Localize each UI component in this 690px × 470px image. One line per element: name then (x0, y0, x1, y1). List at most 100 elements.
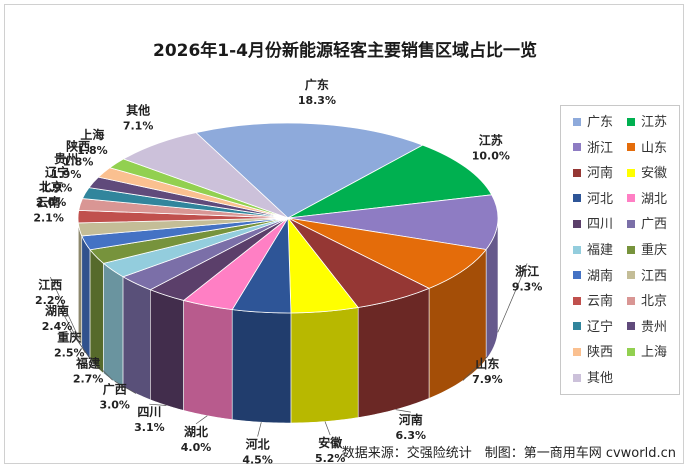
data-label-name: 江苏 (479, 132, 503, 147)
legend-label: 河北 (587, 191, 614, 207)
data-label-浙江: 浙江 9.3% (497, 263, 542, 333)
data-label-value: 5.2% (315, 452, 346, 465)
data-label-value: 2.5% (54, 347, 85, 360)
legend-swatch (627, 168, 635, 177)
legend-swatch (573, 347, 581, 356)
data-label-name: 河北 (245, 437, 270, 452)
chart-frame (4, 4, 684, 464)
chart-title: 2026年1-4月份新能源轻客主要销售区域占比一览 (152, 41, 538, 61)
slice-广东 (195, 122, 424, 219)
legend-item-北京: 北京 (627, 293, 667, 311)
data-label-广西: 广西 3.0% (99, 380, 137, 411)
data-label-name: 福建 (75, 356, 101, 371)
slice-side-河南 (357, 287, 430, 418)
legend-swatch (573, 245, 581, 254)
data-label-四川: 四川 3.1% (134, 403, 167, 434)
data-label-江苏: 江苏 10.0% (472, 132, 510, 162)
data-label-上海: 上海 1.8% (77, 127, 108, 157)
data-label-name: 湖南 (45, 303, 69, 318)
data-label-湖北: 湖北 4.0% (181, 415, 211, 454)
data-label-name: 上海 (80, 127, 104, 142)
legend-label: 四川 (587, 217, 614, 233)
legend-item-浙江: 浙江 (573, 140, 613, 158)
leader-line (149, 403, 167, 406)
legend-label: 陕西 (587, 345, 614, 361)
data-label-云南: 云南 2.1% (33, 194, 64, 224)
legend-label: 安徽 (641, 166, 668, 182)
slice-side-河北 (231, 309, 292, 424)
legend-item-广东: 广东 (573, 114, 613, 132)
legend-swatch (573, 219, 581, 228)
legend-label: 广东 (587, 115, 614, 130)
legend-label: 福建 (587, 243, 614, 258)
data-label-name: 重庆 (57, 330, 81, 345)
data-label-重庆: 重庆 2.5% (54, 329, 97, 367)
data-label-name: 浙江 (515, 263, 539, 278)
legend-item-辽宁: 辽宁 (573, 319, 613, 337)
data-label-陕西: 陕西 1.8% (63, 139, 94, 169)
legend-item-河北: 河北 (573, 191, 613, 209)
legend-item-江苏: 江苏 (627, 114, 667, 132)
legend-swatch (627, 117, 635, 126)
data-label-value: 6.3% (396, 429, 427, 442)
legend-label: 湖北 (641, 191, 668, 207)
data-label-name: 山东 (475, 356, 499, 371)
data-label-河北: 河北 4.5% (242, 422, 273, 467)
legend-swatch (573, 296, 581, 305)
data-label-value: 1.9% (42, 182, 73, 195)
legend-item-四川: 四川 (573, 216, 613, 234)
legend-label: 山东 (641, 140, 668, 156)
data-label-value: 1.8% (77, 144, 108, 157)
data-label-贵州: 贵州 1.9% (51, 151, 82, 181)
legend-swatch (573, 168, 581, 177)
legend-swatch (627, 219, 635, 228)
data-label-广东: 广东 18.3% (298, 77, 336, 107)
data-label-其他: 其他 7.1% (123, 103, 154, 133)
slice-side-重庆 (89, 248, 104, 375)
legend-label: 上海 (641, 345, 668, 361)
leader-line (114, 380, 137, 394)
data-label-value: 7.1% (123, 120, 154, 133)
legend-swatch (573, 322, 581, 331)
legend-item-江西: 江西 (627, 268, 667, 286)
data-label-辽宁: 辽宁 1.9% (42, 165, 73, 195)
data-label-value: 2.0% (36, 196, 67, 209)
slice-side-安徽 (290, 307, 359, 424)
data-label-value: 10.0% (472, 149, 510, 162)
data-label-value: 4.5% (242, 454, 273, 467)
data-label-value: 18.3% (298, 94, 336, 107)
legend-item-安徽: 安徽 (627, 165, 667, 183)
data-label-安徽: 安徽 5.2% (315, 421, 346, 465)
legend-item-河南: 河南 (573, 165, 613, 183)
legend-label: 广西 (641, 217, 668, 233)
leader-line (462, 355, 488, 381)
leader-line (49, 276, 80, 340)
leader-line (395, 409, 411, 413)
legend-label: 重庆 (641, 243, 668, 258)
data-label-name: 辽宁 (45, 165, 69, 180)
data-source-note: 数据来源：交强险统计 制图：第一商用车网 cvworld.cn (341, 446, 676, 461)
data-label-value: 7.9% (472, 373, 503, 386)
leader-line (56, 302, 86, 354)
legend-item-云南: 云南 (573, 293, 613, 311)
legend-swatch (573, 117, 581, 126)
legend-item-广西: 广西 (627, 216, 667, 234)
data-label-name: 广东 (305, 77, 329, 92)
leader-line (87, 355, 113, 381)
legend-label: 北京 (641, 294, 668, 310)
legend-label: 河南 (587, 166, 614, 182)
data-label-name: 江西 (38, 277, 62, 292)
data-label-name: 湖北 (184, 424, 208, 439)
legend-swatch (627, 271, 635, 280)
data-label-value: 2.7% (73, 373, 104, 386)
legend-swatch (573, 194, 581, 203)
legend-swatch (627, 194, 635, 203)
data-label-value: 2.2% (35, 294, 66, 307)
legend-label: 其他 (587, 371, 614, 386)
data-label-河南: 河南 6.3% (395, 409, 427, 442)
legend-swatch (627, 245, 635, 254)
data-label-北京: 北京 2.0% (36, 179, 67, 209)
data-label-江西: 江西 2.2% (35, 276, 80, 340)
legend-item-陕西: 陕西 (573, 344, 613, 362)
slice-浙江 (287, 194, 499, 250)
